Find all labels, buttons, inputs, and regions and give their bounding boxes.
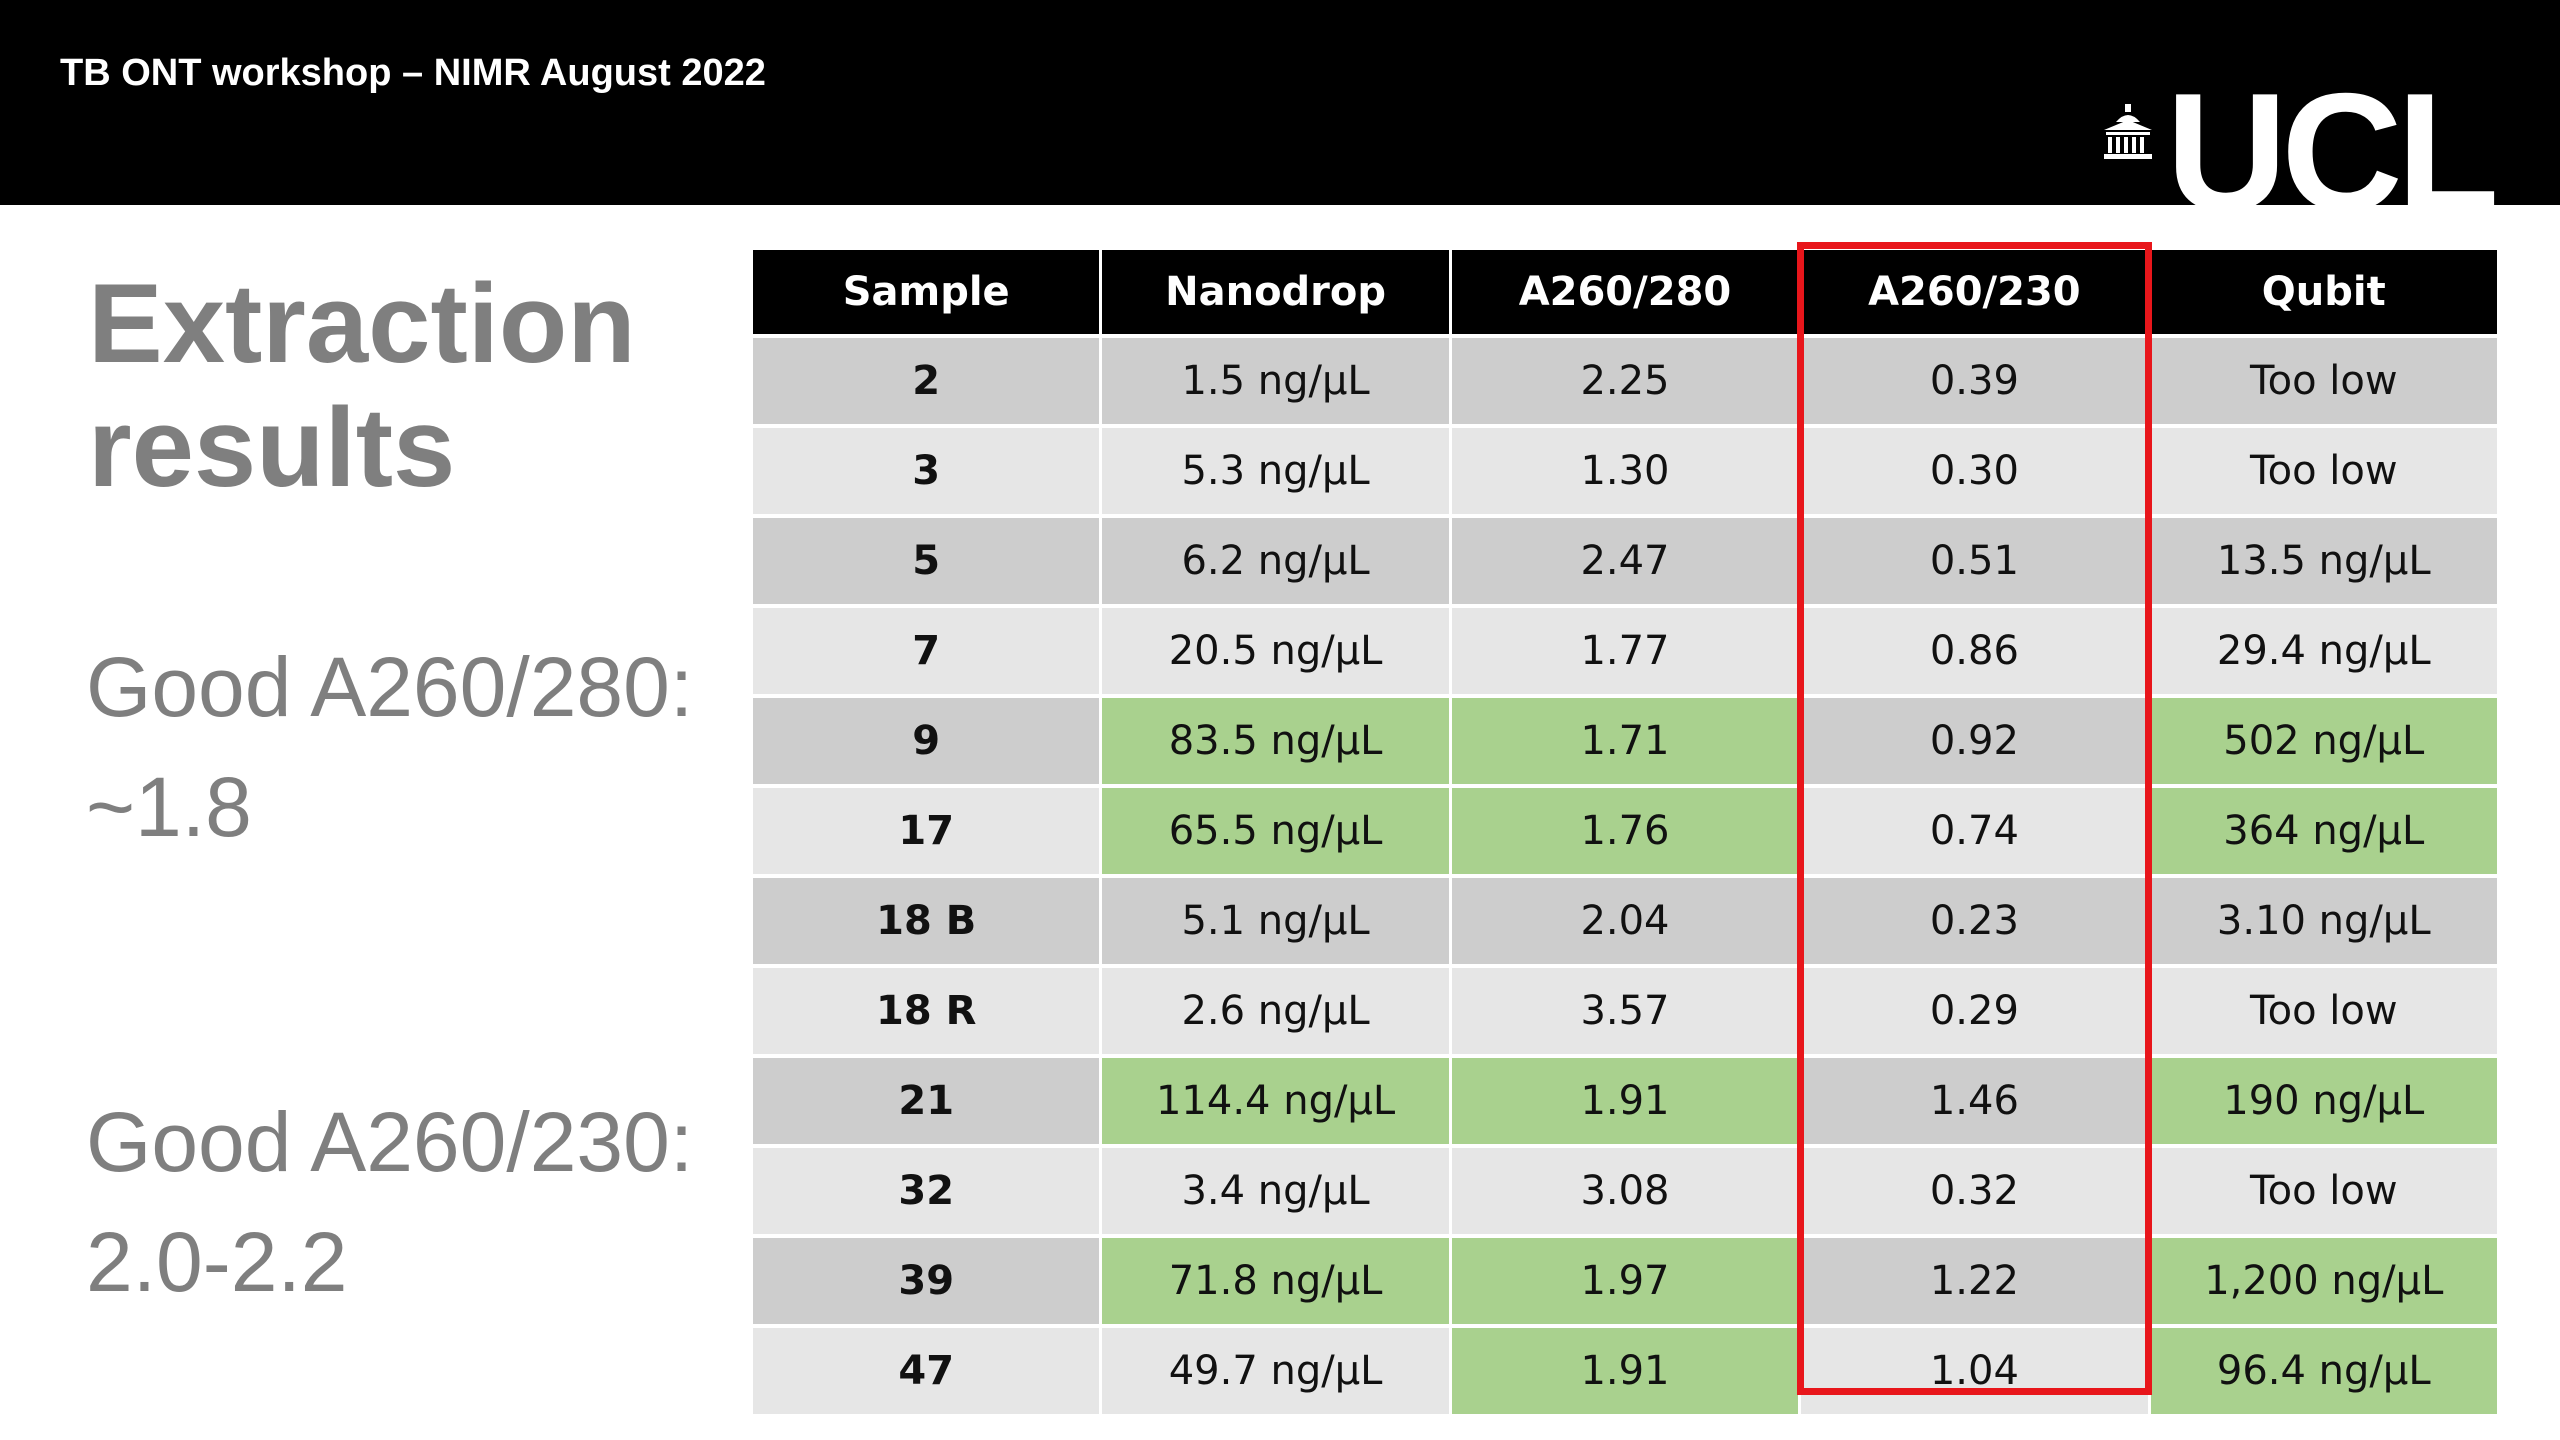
note-a260-280-value: ~1.8: [86, 760, 252, 854]
header-title: TB ONT workshop – NIMR August 2022: [60, 52, 766, 94]
table-row: 18 R 2.6 ng/µL 3.57 0.29 Too low: [753, 968, 2497, 1054]
table-row: 5 6.2 ng/µL 2.47 0.51 13.5 ng/µL: [753, 518, 2497, 604]
table-row: 39 71.8 ng/µL 1.97 1.22 1,200 ng/µL: [753, 1238, 2497, 1324]
cell-sample: 17: [753, 788, 1100, 874]
table-row: 7 20.5 ng/µL 1.77 0.86 29.4 ng/µL: [753, 608, 2497, 694]
column-header-qubit: Qubit: [2150, 250, 2497, 334]
cell-a260-230: 0.92: [1801, 698, 2148, 784]
cell-sample: 18 R: [753, 968, 1100, 1054]
table-row: 47 49.7 ng/µL 1.91 1.04 96.4 ng/µL: [753, 1328, 2497, 1414]
cell-a260-280: 1.76: [1451, 788, 1799, 874]
cell-nanodrop: 5.1 ng/µL: [1102, 878, 1449, 964]
cell-qubit: Too low: [2150, 1148, 2497, 1234]
cell-nanodrop: 65.5 ng/µL: [1102, 788, 1449, 874]
cell-sample: 32: [753, 1148, 1100, 1234]
cell-nanodrop: 83.5 ng/µL: [1102, 698, 1449, 784]
cell-nanodrop: 2.6 ng/µL: [1102, 968, 1449, 1054]
results-table: Sample Nanodrop A260/280 A260/230 Qubit …: [750, 246, 2500, 1418]
cell-qubit: 364 ng/µL: [2150, 788, 2497, 874]
cell-qubit: Too low: [2150, 428, 2497, 514]
note-a260-280-label: Good A260/280:: [86, 640, 694, 734]
table-row: 32 3.4 ng/µL 3.08 0.32 Too low: [753, 1148, 2497, 1234]
note-a260-230: Good A260/230: 2.0-2.2: [86, 1095, 706, 1309]
cell-a260-280: 2.25: [1451, 338, 1799, 424]
table-header-row: Sample Nanodrop A260/280 A260/230 Qubit: [753, 250, 2497, 334]
cell-sample: 2: [753, 338, 1100, 424]
cell-nanodrop: 1.5 ng/µL: [1102, 338, 1449, 424]
cell-a260-230: 1.46: [1801, 1058, 2148, 1144]
cell-nanodrop: 3.4 ng/µL: [1102, 1148, 1449, 1234]
ucl-portico-icon: [2104, 104, 2152, 159]
slide-header: TB ONT workshop – NIMR August 2022 UCL: [0, 0, 2560, 236]
cell-sample: 7: [753, 608, 1100, 694]
table-row: 3 5.3 ng/µL 1.30 0.30 Too low: [753, 428, 2497, 514]
ucl-logo: UCL: [2100, 58, 2499, 246]
cell-a260-230: 0.29: [1801, 968, 2148, 1054]
ucl-logo-text: UCL: [2166, 58, 2499, 246]
cell-sample: 21: [753, 1058, 1100, 1144]
cell-sample: 47: [753, 1328, 1100, 1414]
column-header-a260-230: A260/230: [1801, 250, 2148, 334]
table-row: 9 83.5 ng/µL 1.71 0.92 502 ng/µL: [753, 698, 2497, 784]
cell-nanodrop: 20.5 ng/µL: [1102, 608, 1449, 694]
cell-a260-280: 3.57: [1451, 968, 1799, 1054]
note-a260-280: Good A260/280: ~1.8: [86, 640, 706, 854]
table-row: 21 114.4 ng/µL 1.91 1.46 190 ng/µL: [753, 1058, 2497, 1144]
cell-a260-230: 0.51: [1801, 518, 2148, 604]
cell-a260-230: 0.86: [1801, 608, 2148, 694]
cell-a260-280: 2.47: [1451, 518, 1799, 604]
cell-qubit: 502 ng/µL: [2150, 698, 2497, 784]
column-header-nanodrop: Nanodrop: [1102, 250, 1449, 334]
cell-qubit: 3.10 ng/µL: [2150, 878, 2497, 964]
cell-nanodrop: 71.8 ng/µL: [1102, 1238, 1449, 1324]
table-row: 2 1.5 ng/µL 2.25 0.39 Too low: [753, 338, 2497, 424]
table-row: 18 B 5.1 ng/µL 2.04 0.23 3.10 ng/µL: [753, 878, 2497, 964]
cell-qubit: 1,200 ng/µL: [2150, 1238, 2497, 1324]
note-a260-230-label: Good A260/230:: [86, 1095, 694, 1189]
column-header-a260-280: A260/280: [1451, 250, 1799, 334]
cell-a260-230: 1.22: [1801, 1238, 2148, 1324]
cell-a260-230: 0.32: [1801, 1148, 2148, 1234]
cell-a260-280: 3.08: [1451, 1148, 1799, 1234]
column-header-sample: Sample: [753, 250, 1100, 334]
cell-a260-280: 1.91: [1451, 1058, 1799, 1144]
slide-title: Extraction results: [88, 261, 636, 510]
cell-nanodrop: 114.4 ng/µL: [1102, 1058, 1449, 1144]
table-row: 17 65.5 ng/µL 1.76 0.74 364 ng/µL: [753, 788, 2497, 874]
cell-nanodrop: 49.7 ng/µL: [1102, 1328, 1449, 1414]
cell-qubit: Too low: [2150, 968, 2497, 1054]
cell-a260-230: 0.23: [1801, 878, 2148, 964]
cell-nanodrop: 6.2 ng/µL: [1102, 518, 1449, 604]
cell-qubit: Too low: [2150, 338, 2497, 424]
cell-sample: 18 B: [753, 878, 1100, 964]
cell-a260-280: 1.77: [1451, 608, 1799, 694]
cell-sample: 5: [753, 518, 1100, 604]
cell-nanodrop: 5.3 ng/µL: [1102, 428, 1449, 514]
cell-sample: 9: [753, 698, 1100, 784]
cell-a260-280: 1.71: [1451, 698, 1799, 784]
cell-qubit: 190 ng/µL: [2150, 1058, 2497, 1144]
table-body: 2 1.5 ng/µL 2.25 0.39 Too low 3 5.3 ng/µL 1.30 0…: [753, 338, 2497, 1414]
cell-a260-230: 0.30: [1801, 428, 2148, 514]
cell-a260-230: 0.74: [1801, 788, 2148, 874]
cell-a260-230: 0.39: [1801, 338, 2148, 424]
cell-sample: 39: [753, 1238, 1100, 1324]
cell-a260-280: 1.91: [1451, 1328, 1799, 1414]
cell-qubit: 29.4 ng/µL: [2150, 608, 2497, 694]
cell-qubit: 13.5 ng/µL: [2150, 518, 2497, 604]
note-a260-230-value: 2.0-2.2: [86, 1215, 348, 1309]
cell-a260-230: 1.04: [1801, 1328, 2148, 1414]
cell-a260-280: 1.97: [1451, 1238, 1799, 1324]
extraction-results-table: Sample Nanodrop A260/280 A260/230 Qubit …: [750, 246, 2500, 1418]
cell-qubit: 96.4 ng/µL: [2150, 1328, 2497, 1414]
cell-sample: 3: [753, 428, 1100, 514]
cell-a260-280: 1.30: [1451, 428, 1799, 514]
cell-a260-280: 2.04: [1451, 878, 1799, 964]
